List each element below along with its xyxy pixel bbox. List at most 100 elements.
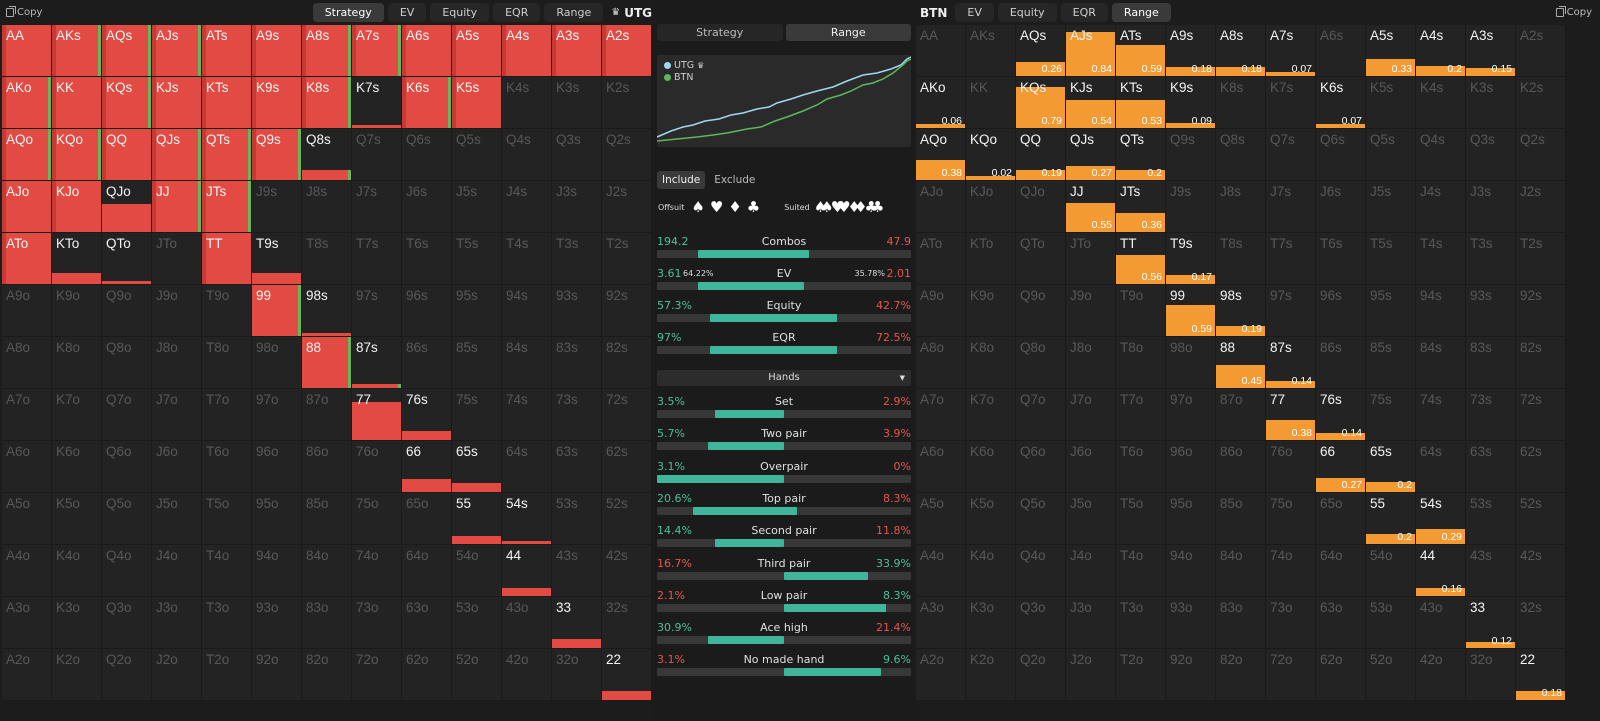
- btn-cell-82s[interactable]: 82s: [1516, 337, 1566, 389]
- utg-cell-J4s[interactable]: J4s: [502, 181, 552, 233]
- btn-cell-K8s[interactable]: K8s: [1216, 77, 1266, 129]
- btn-cell-J9s[interactable]: J9s: [1166, 181, 1216, 233]
- utg-cell-K7s[interactable]: K7s: [352, 77, 402, 129]
- btn-cell-A7o[interactable]: A7o: [916, 389, 966, 441]
- btn-cell-77[interactable]: 0.38 77: [1266, 389, 1316, 441]
- utg-cell-T7o[interactable]: T7o: [202, 389, 252, 441]
- utg-cell-52s[interactable]: 52s: [602, 493, 652, 545]
- btn-cell-93s[interactable]: 93s: [1466, 285, 1516, 337]
- utg-cell-88[interactable]: 88: [302, 337, 352, 389]
- btn-cell-T8o[interactable]: T8o: [1116, 337, 1166, 389]
- offsuit-suit-icon[interactable]: ♥: [709, 198, 724, 216]
- btn-cell-T8s[interactable]: T8s: [1216, 233, 1266, 285]
- btn-cell-84o[interactable]: 84o: [1216, 545, 1266, 597]
- utg-cell-Q3s[interactable]: Q3s: [552, 129, 602, 181]
- btn-cell-86s[interactable]: 86s: [1316, 337, 1366, 389]
- suited-suit-icon[interactable]: ♦♦: [847, 198, 868, 216]
- utg-cell-ATs[interactable]: ATs: [202, 25, 252, 77]
- btn-cell-A5o[interactable]: A5o: [916, 493, 966, 545]
- btn-cell-85o[interactable]: 85o: [1216, 493, 1266, 545]
- utg-cell-J8o[interactable]: J8o: [152, 337, 202, 389]
- btn-cell-T6s[interactable]: T6s: [1316, 233, 1366, 285]
- utg-cell-Q2s[interactable]: Q2s: [602, 129, 652, 181]
- btn-cell-Q3o[interactable]: Q3o: [1016, 597, 1066, 649]
- btn-cell-QTs[interactable]: 0.2 QTs: [1116, 129, 1166, 181]
- middle-tab-range[interactable]: Range: [785, 24, 911, 41]
- utg-cell-T2s[interactable]: T2s: [602, 233, 652, 285]
- left-tab-range[interactable]: Range: [544, 3, 604, 22]
- utg-cell-Q7o[interactable]: Q7o: [102, 389, 152, 441]
- utg-cell-K9o[interactable]: K9o: [52, 285, 102, 337]
- utg-cell-76s[interactable]: 76s: [402, 389, 452, 441]
- btn-cell-T3s[interactable]: T3s: [1466, 233, 1516, 285]
- btn-cell-96s[interactable]: 96s: [1316, 285, 1366, 337]
- right-copy-button[interactable]: Copy: [1555, 6, 1592, 18]
- utg-cell-K7o[interactable]: K7o: [52, 389, 102, 441]
- btn-cell-44[interactable]: 0.16 44: [1416, 545, 1466, 597]
- btn-cell-99[interactable]: 0.59 99: [1166, 285, 1216, 337]
- utg-cell-JTs[interactable]: JTs: [202, 181, 252, 233]
- utg-cell-T7s[interactable]: T7s: [352, 233, 402, 285]
- utg-cell-A3s[interactable]: A3s: [552, 25, 602, 77]
- utg-cell-84s[interactable]: 84s: [502, 337, 552, 389]
- btn-cell-A9o[interactable]: A9o: [916, 285, 966, 337]
- utg-cell-98s[interactable]: 98s: [302, 285, 352, 337]
- utg-cell-A8s[interactable]: A8s: [302, 25, 352, 77]
- utg-cell-63o[interactable]: 63o: [402, 597, 452, 649]
- btn-cell-97o[interactable]: 97o: [1166, 389, 1216, 441]
- btn-cell-54o[interactable]: 54o: [1366, 545, 1416, 597]
- btn-cell-Q2o[interactable]: Q2o: [1016, 649, 1066, 701]
- btn-cell-97s[interactable]: 97s: [1266, 285, 1316, 337]
- btn-cell-93o[interactable]: 93o: [1166, 597, 1216, 649]
- utg-cell-A7s[interactable]: A7s: [352, 25, 402, 77]
- btn-cell-T5s[interactable]: T5s: [1366, 233, 1416, 285]
- utg-cell-83s[interactable]: 83s: [552, 337, 602, 389]
- utg-cell-66[interactable]: 66: [402, 441, 452, 493]
- utg-cell-A8o[interactable]: A8o: [2, 337, 52, 389]
- btn-cell-T6o[interactable]: T6o: [1116, 441, 1166, 493]
- utg-cell-72o[interactable]: 72o: [352, 649, 402, 701]
- btn-cell-86o[interactable]: 86o: [1216, 441, 1266, 493]
- utg-cell-52o[interactable]: 52o: [452, 649, 502, 701]
- utg-cell-J9o[interactable]: J9o: [152, 285, 202, 337]
- utg-cell-A2o[interactable]: A2o: [2, 649, 52, 701]
- btn-cell-Q9s[interactable]: Q9s: [1166, 129, 1216, 181]
- utg-cell-94s[interactable]: 94s: [502, 285, 552, 337]
- btn-cell-J9o[interactable]: J9o: [1066, 285, 1116, 337]
- left-copy-button[interactable]: Copy: [6, 6, 42, 18]
- utg-cell-82o[interactable]: 82o: [302, 649, 352, 701]
- btn-cell-K5o[interactable]: K5o: [966, 493, 1016, 545]
- utg-cell-AJo[interactable]: AJo: [2, 181, 52, 233]
- utg-cell-83o[interactable]: 83o: [302, 597, 352, 649]
- utg-cell-64s[interactable]: 64s: [502, 441, 552, 493]
- btn-cell-72s[interactable]: 72s: [1516, 389, 1566, 441]
- utg-cell-AA[interactable]: AA: [2, 25, 52, 77]
- include-button[interactable]: Include: [657, 171, 706, 189]
- utg-cell-QQ[interactable]: QQ: [102, 129, 152, 181]
- utg-cell-J2s[interactable]: J2s: [602, 181, 652, 233]
- btn-cell-K4s[interactable]: K4s: [1416, 77, 1466, 129]
- utg-cell-T4o[interactable]: T4o: [202, 545, 252, 597]
- btn-cell-73s[interactable]: 73s: [1466, 389, 1516, 441]
- utg-cell-QTs[interactable]: QTs: [202, 129, 252, 181]
- btn-cell-T7o[interactable]: T7o: [1116, 389, 1166, 441]
- btn-cell-55[interactable]: 0.2 55: [1366, 493, 1416, 545]
- utg-cell-J3s[interactable]: J3s: [552, 181, 602, 233]
- utg-cell-J5o[interactable]: J5o: [152, 493, 202, 545]
- utg-cell-J4o[interactable]: J4o: [152, 545, 202, 597]
- btn-cell-64o[interactable]: 64o: [1316, 545, 1366, 597]
- btn-cell-95s[interactable]: 95s: [1366, 285, 1416, 337]
- offsuit-suit-icon[interactable]: ♠: [691, 198, 705, 216]
- utg-cell-77[interactable]: 77: [352, 389, 402, 441]
- btn-cell-K7o[interactable]: K7o: [966, 389, 1016, 441]
- btn-cell-63s[interactable]: 63s: [1466, 441, 1516, 493]
- btn-cell-J4s[interactable]: J4s: [1416, 181, 1466, 233]
- suited-suit-icon[interactable]: ♠♠: [813, 198, 834, 216]
- suited-suit-icon[interactable]: ♣♣: [864, 198, 884, 216]
- utg-cell-KTs[interactable]: KTs: [202, 77, 252, 129]
- utg-cell-63s[interactable]: 63s: [552, 441, 602, 493]
- utg-cell-K3s[interactable]: K3s: [552, 77, 602, 129]
- utg-cell-JTo[interactable]: JTo: [152, 233, 202, 285]
- middle-tab-strategy[interactable]: Strategy: [657, 24, 783, 41]
- btn-cell-K2s[interactable]: K2s: [1516, 77, 1566, 129]
